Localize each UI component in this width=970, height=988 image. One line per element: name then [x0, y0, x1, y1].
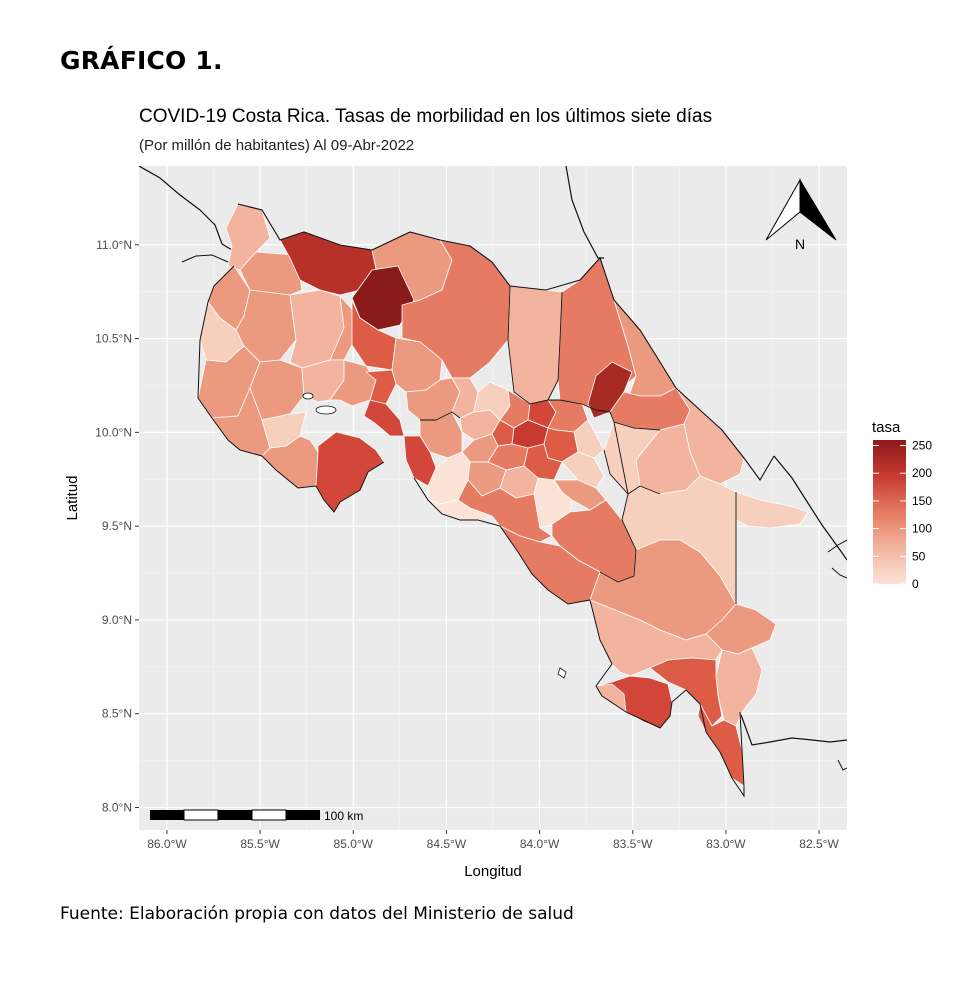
north-arrow-label: N: [795, 236, 805, 252]
canton-polygon[interactable]: [329, 359, 377, 407]
nicoya-coastline: [197, 265, 385, 513]
y-tick-label: 11.0°N: [96, 238, 132, 252]
x-tick-label: 82.5°W: [799, 837, 839, 851]
source-note: Fuente: Elaboración propia con datos del…: [60, 904, 574, 924]
costa-rica-northern-border: [237, 203, 775, 482]
y-tick-label: 10.0°N: [95, 425, 132, 439]
island: [302, 392, 314, 400]
legend-tick-label: 0: [912, 577, 919, 591]
legend-tick-label: 250: [912, 439, 932, 453]
figure-heading: GRÁFICO 1.: [60, 46, 223, 75]
map-title: COVID-19 Costa Rica. Tasas de morbilidad…: [139, 106, 713, 127]
y-tick-label: 10.5°N: [95, 332, 132, 346]
panama-coast-detail: [837, 759, 847, 771]
x-tick-label: 85.0°W: [334, 837, 374, 851]
scale-bar-label: 100 km: [324, 809, 363, 823]
legend: tasa 250 200 150 100 50 0: [872, 419, 932, 591]
canton-polygons: [197, 203, 809, 787]
canton-polygon[interactable]: [649, 657, 723, 727]
map-subtitle: (Por millón de habitantes) Al 09-Abr-202…: [139, 137, 415, 154]
legend-ticks: 250 200 150 100 50 0: [873, 439, 932, 591]
legend-tick-label: 100: [912, 522, 932, 536]
legend-colorbar: [873, 440, 906, 584]
x-tick-label: 85.5°W: [240, 837, 280, 851]
panama-caribbean-coast: [773, 455, 847, 561]
x-axis-title: Longitud: [464, 863, 522, 880]
legend-tick-label: 200: [912, 466, 932, 480]
canton-polygon[interactable]: [457, 479, 553, 543]
legend-tick-label: 150: [912, 494, 932, 508]
island: [315, 405, 337, 415]
x-tick-label: 83.5°W: [613, 837, 653, 851]
panama-coast-detail: [831, 567, 847, 579]
southern-pacific-coastline: [413, 477, 745, 798]
y-axis-title: Latitud: [64, 475, 81, 520]
x-tick-label: 83.0°W: [706, 837, 746, 851]
x-tick-label: 84.5°W: [427, 837, 467, 851]
x-tick-label: 86.0°W: [147, 837, 187, 851]
province-boundaries: [420, 285, 737, 604]
north-arrow-icon: N: [765, 178, 837, 252]
x-tick-label: 84.0°W: [520, 837, 560, 851]
y-axis: 8.0°N 8.5°N 9.0°N 9.5°N 10.0°N 10.5°N 11.0°N: [95, 238, 139, 814]
y-tick-label: 9.5°N: [102, 519, 132, 533]
nicaragua-pacific-coast: [139, 166, 239, 251]
y-tick-label: 8.5°N: [102, 707, 132, 721]
panama-pacific-coast: [739, 711, 847, 746]
legend-tick-label: 50: [912, 549, 926, 563]
legend-title: tasa: [872, 419, 901, 436]
y-tick-label: 8.0°N: [102, 800, 132, 814]
canton-polygon[interactable]: [363, 399, 405, 437]
y-tick-label: 9.0°N: [102, 613, 132, 627]
canton-polygon[interactable]: [735, 491, 809, 529]
scale-bar: 100 km: [150, 809, 363, 823]
x-axis: 86.0°W 85.5°W 85.0°W 84.5°W 84.0°W 83.5°W 83.0…: [147, 830, 839, 851]
panama-coast-detail: [827, 539, 847, 553]
island: [557, 667, 567, 679]
canton-polygon[interactable]: [507, 285, 563, 405]
